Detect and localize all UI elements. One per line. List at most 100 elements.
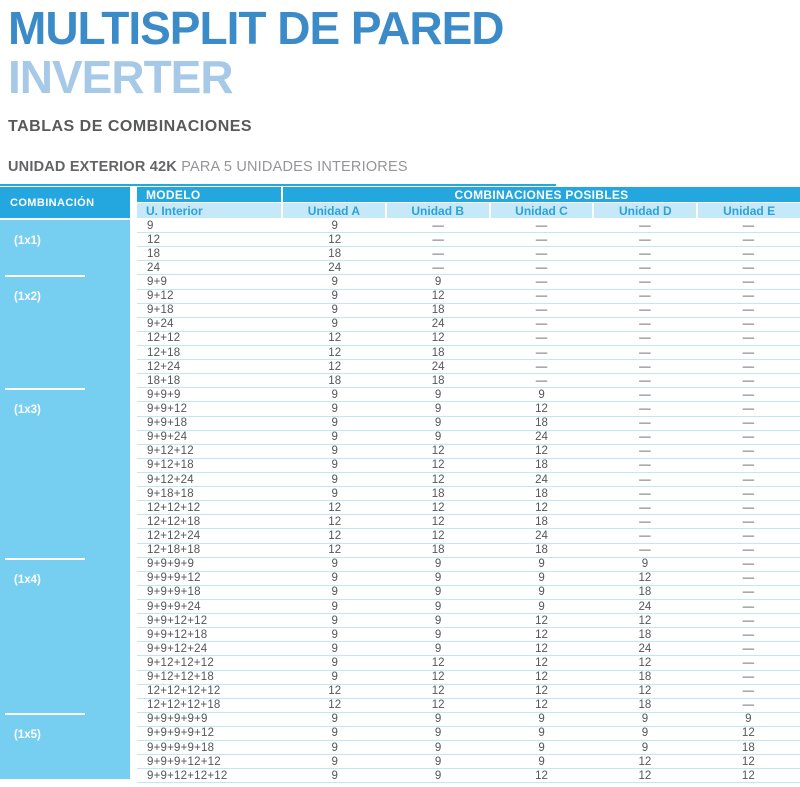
unit-cell: 12 <box>431 332 445 345</box>
unit-cell: 24 <box>431 360 445 373</box>
unit-cell: 9 <box>331 473 338 486</box>
unit-cell: 9 <box>434 417 442 430</box>
u-interior-cell: 9+9+12+12 <box>147 614 208 627</box>
unit-cell: 12 <box>741 727 755 740</box>
u-interior-cell: 9+9 <box>147 275 168 288</box>
unit-cell: 9 <box>331 459 338 472</box>
unit-cell: 12 <box>535 656 548 669</box>
unit-cell: 24 <box>535 529 548 542</box>
unit-cell: 12 <box>328 346 342 359</box>
unit-cell: 9 <box>331 727 338 740</box>
unit-cell: 9 <box>331 275 338 288</box>
table-row: 9+9+12+12+12 9 9 12 12 12 <box>137 769 800 784</box>
unit-cell: 12 <box>431 685 445 698</box>
unit-cell: 9 <box>538 713 545 726</box>
unit-cell: 9 <box>331 290 338 303</box>
unit-cell: 9 <box>538 586 545 599</box>
unit-cell: 24 <box>535 431 548 444</box>
unit-column-headers: Unidad A Unidad B Unidad C Unidad D Unidad E <box>283 203 800 218</box>
unit-cell: — <box>742 346 755 359</box>
table-row: 12 12 — — — — <box>137 233 800 248</box>
unit-cell: — <box>742 656 755 669</box>
combination-group-label: (1x3) <box>14 404 41 417</box>
u-interior-cell: 9+9+12+24 <box>147 642 208 655</box>
u-interior-cell: 18 <box>147 247 161 260</box>
unit-cell: — <box>639 417 651 430</box>
unit-cell: — <box>639 290 651 303</box>
table-row: 12+12+12+18 12 12 12 18 — <box>137 699 800 713</box>
table-row: 12+18 12 18 — — — <box>137 346 800 361</box>
unit-cell: — <box>535 247 548 260</box>
unit-cell: — <box>432 261 444 274</box>
unit-cell: 9 <box>434 558 442 571</box>
unit-cell: 12 <box>638 572 652 585</box>
unit-cell: — <box>639 431 651 444</box>
unit-cell: 9 <box>434 572 442 585</box>
unit-cell: 9 <box>434 431 442 444</box>
unit-cell: 9 <box>331 671 338 684</box>
unit-cell: 12 <box>328 360 342 373</box>
u-interior-cell: 9+12 <box>147 290 174 303</box>
unit-cell: — <box>742 402 755 415</box>
table-row: 12+18+18 12 18 18 — — <box>137 544 800 558</box>
combination-group: (1x5) <box>0 713 130 785</box>
table-header-row: MODELO COMBINACIONES POSIBLES <box>137 187 800 202</box>
unit-cell: 24 <box>328 261 342 274</box>
combination-group: (1x2) <box>0 275 130 389</box>
unit-cell: — <box>742 388 755 401</box>
unit-cell: 9 <box>331 741 338 754</box>
unit-cell: 18 <box>535 515 548 528</box>
unit-cell: — <box>535 290 548 303</box>
unit-cell: 9 <box>538 388 545 401</box>
unit-cell: — <box>742 628 755 641</box>
table-row: 9+12+12 9 12 12 — — <box>137 445 800 459</box>
unit-cell: — <box>742 417 755 430</box>
u-interior-cell: 12+12+18 <box>147 515 201 528</box>
unit-cell: 9 <box>331 402 338 415</box>
u-interior-cell: 9+9+9+9 <box>147 558 195 571</box>
combination-column-body: (1x1) (1x2) (1x3) (1x4) (1x5) <box>0 220 130 779</box>
unit-cell: 12 <box>328 332 342 345</box>
unit-cell: — <box>742 459 755 472</box>
unit-cell: 9 <box>331 642 338 655</box>
unit-cell: 9 <box>538 755 545 768</box>
table-row: 9+9+9+12 9 9 9 12 — <box>137 572 800 586</box>
unit-cell: 9 <box>331 304 338 317</box>
group-separator <box>5 388 85 391</box>
unit-cell: 12 <box>535 699 548 712</box>
u-interior-cell: 9+9+9+12 <box>147 572 201 585</box>
unit-cell: 9 <box>434 628 442 641</box>
unit-cell: — <box>535 374 548 387</box>
unit-cell: 12 <box>328 544 342 557</box>
unit-cell: 12 <box>535 769 548 782</box>
unit-cell: 12 <box>431 656 445 669</box>
unit-cell: 12 <box>431 699 445 712</box>
unit-cell: 9 <box>331 614 338 627</box>
page-title-line2: INVERTER <box>8 51 234 103</box>
unit-cell: 9 <box>538 727 545 740</box>
unit-cell: 9 <box>538 572 545 585</box>
unit-cell: — <box>535 346 548 359</box>
combination-group-label: (1x1) <box>14 235 41 247</box>
unit-cell: — <box>639 473 651 486</box>
table-row: 9+9+12+18 9 9 12 18 — <box>137 628 800 643</box>
unit-cell: 18 <box>431 487 445 500</box>
table-row: 9+18 9 18 — — — <box>137 304 800 318</box>
table-row: 9+9 9 9 — — — <box>137 275 800 290</box>
unit-column-header: Unidad B <box>386 203 489 218</box>
u-interior-cell: 9+12+24 <box>147 473 194 486</box>
unit-cell: 9 <box>434 600 442 613</box>
table-row: 12+12+12 12 12 12 — — <box>137 501 800 516</box>
u-interior-cell: 9+9+9+9+18 <box>147 741 215 754</box>
table-row: 9+9+9 9 9 9 — — <box>137 388 800 403</box>
unit-cell: — <box>639 459 651 472</box>
unit-cell: — <box>742 614 755 627</box>
unit-cell: 18 <box>638 699 652 712</box>
combination-column: COMBINACIÓN (1x1) (1x2) (1x3) (1x4) (1x5) <box>0 187 130 779</box>
u-interior-cell: 12+18+18 <box>147 544 201 557</box>
table-row: 9+9+9+9+12 9 9 9 9 12 <box>137 727 800 742</box>
u-interior-cell: 9+12+12+18 <box>147 671 214 684</box>
table-row: 9+9+9+9+18 9 9 9 9 18 <box>137 741 800 756</box>
table-body: 9 9— — — —12 12— — — —18 18— — — —24 24— — — —9+9 9 9— — —9+… <box>137 219 800 784</box>
unit-cell: — <box>742 586 755 599</box>
